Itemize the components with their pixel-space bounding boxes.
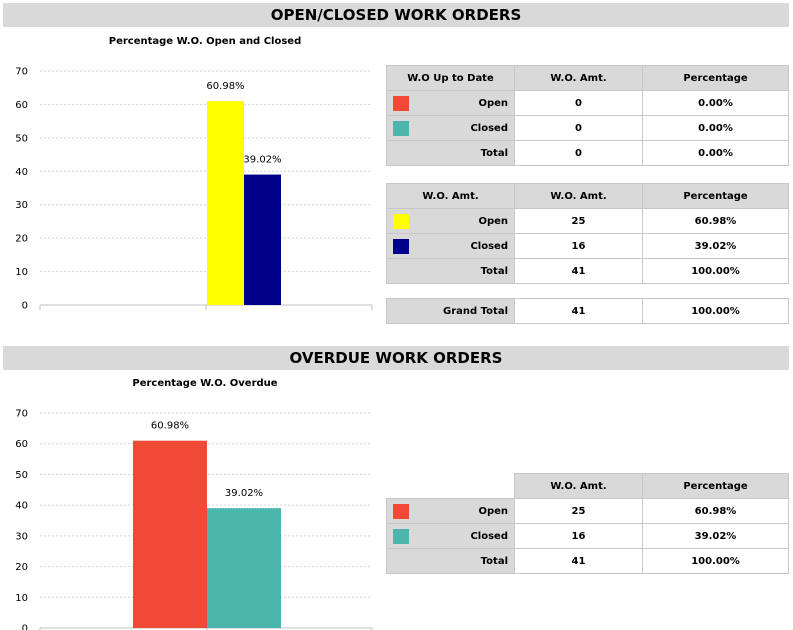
row-percentage: 100.00% — [642, 258, 789, 284]
chart-open-closed: 0 10 20 30 40 50 60 70 60.98% 39.02% — [15, 67, 373, 312]
y-tick-label: 0 — [22, 301, 28, 312]
legend-swatch-open — [393, 504, 409, 519]
table-header: W.O. Amt. — [514, 183, 643, 209]
table-overdue: W.O. Amt. Percentage Open 25 60.98% Clos… — [386, 473, 789, 574]
section-header-open-closed: OPEN/CLOSED WORK ORDERS — [3, 3, 789, 27]
bar — [244, 174, 281, 305]
table-row: Open 25 60.98% — [386, 498, 789, 524]
table-row: Closed 16 39.02% — [386, 233, 789, 259]
section-header-overdue: OVERDUE WORK ORDERS — [3, 346, 789, 370]
data-label: 60.98% — [151, 421, 189, 432]
y-tick-label: 50 — [15, 133, 28, 144]
table-row: Grand Total 41 100.00% — [386, 298, 789, 324]
row-amount: 41 — [514, 548, 643, 574]
table-row: Open 0 0.00% — [386, 90, 789, 116]
row-amount: 0 — [514, 90, 643, 116]
row-label: Closed — [470, 122, 508, 134]
row-amount: 0 — [514, 140, 643, 166]
y-tick-label: 60 — [15, 100, 28, 111]
bar — [133, 440, 207, 628]
table-header: Percentage — [642, 65, 789, 91]
y-tick-label: 30 — [15, 531, 28, 542]
row-amount: 0 — [514, 115, 643, 141]
y-tick-label: 20 — [15, 234, 28, 245]
y-tick-label: 40 — [15, 501, 28, 512]
y-tick-label: 0 — [22, 624, 28, 630]
y-tick-label: 70 — [15, 409, 28, 420]
row-label: Total — [386, 258, 515, 284]
row-percentage: 0.00% — [642, 90, 789, 116]
y-tick-label: 50 — [15, 470, 28, 481]
y-tick-label: 70 — [15, 67, 28, 78]
row-label: Grand Total — [386, 298, 515, 324]
table-corner — [386, 473, 515, 499]
row-label: Open — [478, 97, 508, 109]
table-row: Closed 16 39.02% — [386, 523, 789, 549]
row-label: Closed — [470, 530, 508, 542]
legend-swatch-open — [393, 96, 409, 111]
row-amount: 41 — [514, 298, 643, 324]
bar — [207, 101, 244, 305]
row-percentage: 60.98% — [642, 498, 789, 524]
row-label: Total — [386, 548, 515, 574]
row-percentage: 39.02% — [642, 233, 789, 259]
y-tick-label: 60 — [15, 439, 28, 450]
y-tick-label: 10 — [15, 267, 28, 278]
legend-swatch-closed — [393, 239, 409, 254]
row-amount: 25 — [514, 208, 643, 234]
table-header: W.O. Amt. — [514, 473, 643, 499]
row-amount: 16 — [514, 523, 643, 549]
y-tick-label: 10 — [15, 593, 28, 604]
y-tick-label: 30 — [15, 200, 28, 211]
legend-swatch-open — [393, 214, 409, 229]
table-header: Percentage — [642, 183, 789, 209]
table-row: Total 41 100.00% — [386, 548, 789, 574]
chart-title-overdue: Percentage W.O. Overdue — [132, 378, 278, 389]
row-percentage: 100.00% — [642, 298, 789, 324]
row-percentage: 0.00% — [642, 140, 789, 166]
table-wo-amt: W.O. Amt. W.O. Amt. Percentage Open 25 6… — [386, 183, 789, 284]
chart-title-open-closed: Percentage W.O. Open and Closed — [108, 36, 302, 47]
table-row: Closed 0 0.00% — [386, 115, 789, 141]
row-label: Closed — [470, 240, 508, 252]
row-label: Open — [478, 505, 508, 517]
row-percentage: 100.00% — [642, 548, 789, 574]
row-percentage: 0.00% — [642, 115, 789, 141]
row-amount: 25 — [514, 498, 643, 524]
row-label: Open — [478, 215, 508, 227]
table-header: W.O Up to Date — [386, 65, 515, 91]
table-header: Percentage — [642, 473, 789, 499]
legend-swatch-closed — [393, 121, 409, 136]
table-uptodate: W.O Up to Date W.O. Amt. Percentage Open… — [386, 65, 789, 166]
row-percentage: 39.02% — [642, 523, 789, 549]
data-label: 60.98% — [206, 81, 244, 92]
table-row: Total 41 100.00% — [386, 258, 789, 284]
table-header: W.O. Amt. — [386, 183, 515, 209]
row-amount: 41 — [514, 258, 643, 284]
y-tick-label: 40 — [15, 167, 28, 178]
table-header: W.O. Amt. — [514, 65, 643, 91]
chart-overdue: 0 10 20 30 40 50 60 70 60.98% 39.02% — [15, 409, 373, 630]
table-row: Total 0 0.00% — [386, 140, 789, 166]
bar — [207, 508, 281, 628]
table-row: Open 25 60.98% — [386, 208, 789, 234]
data-label: 39.02% — [225, 488, 263, 499]
row-label: Total — [386, 140, 515, 166]
y-tick-label: 20 — [15, 562, 28, 573]
table-grand-total: Grand Total 41 100.00% — [386, 298, 789, 324]
row-amount: 16 — [514, 233, 643, 259]
data-label: 39.02% — [243, 155, 281, 166]
legend-swatch-closed — [393, 529, 409, 544]
row-percentage: 60.98% — [642, 208, 789, 234]
